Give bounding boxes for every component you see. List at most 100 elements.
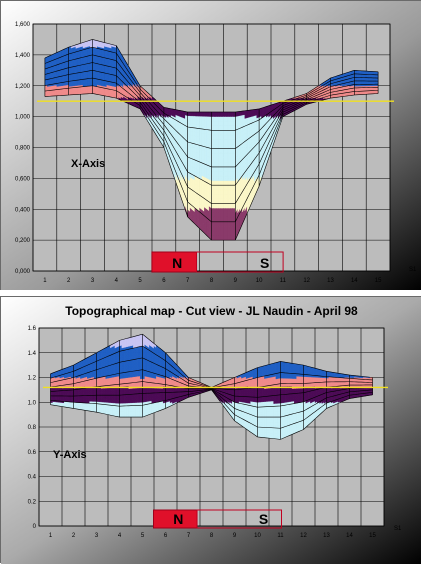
surface-cell	[124, 400, 126, 403]
surface-cell	[209, 134, 211, 139]
surface-cell	[188, 119, 190, 123]
surface-cell	[103, 397, 105, 399]
surface-cell	[214, 222, 216, 227]
y-tick-label: 0,000	[15, 269, 31, 275]
surface-cell	[212, 153, 214, 158]
surface-cell	[228, 144, 230, 149]
surface-cell	[101, 400, 103, 402]
surface-cell	[197, 116, 199, 120]
x-tick-label: 13	[327, 278, 334, 284]
surface-cell	[214, 121, 216, 126]
surface-cell	[192, 116, 194, 120]
x-tick-label: 13	[323, 533, 330, 539]
surface-cell	[195, 120, 197, 124]
surface-cell	[74, 399, 76, 401]
surface-cell	[223, 208, 225, 213]
surface-cell	[120, 412, 122, 415]
surface-cell	[228, 121, 230, 126]
surface-cell	[92, 399, 94, 401]
surface-cell	[212, 171, 214, 176]
surface-cell	[228, 162, 230, 167]
surface-cell	[216, 236, 218, 241]
surface-cell	[202, 133, 204, 138]
surface-cell	[226, 139, 228, 144]
surface-cell	[120, 409, 122, 412]
surface-cell	[110, 398, 112, 401]
surface-cell	[223, 144, 225, 149]
surface-cell	[106, 393, 108, 395]
surface-cell	[228, 117, 230, 122]
surface-cell	[223, 126, 225, 131]
surface-cell	[188, 134, 190, 138]
surface-cell	[223, 167, 225, 172]
surface-cell	[214, 226, 216, 231]
surface-cell	[223, 153, 225, 158]
surface-cell	[97, 395, 99, 397]
surface-cell	[200, 129, 202, 134]
surface-cell	[216, 162, 218, 167]
surface-cell	[108, 395, 110, 397]
surface-cell	[212, 135, 214, 140]
surface-cell	[192, 128, 194, 132]
surface-cell	[221, 121, 223, 126]
surface-cell	[197, 136, 199, 141]
y-tick-label: 1,000	[15, 115, 31, 121]
surface-cell	[83, 397, 85, 399]
surface-cell	[212, 213, 214, 218]
surface-cell	[197, 124, 199, 128]
surface-cell	[87, 397, 89, 399]
surface-cell	[113, 390, 115, 393]
surface-cell	[212, 126, 214, 131]
surface-cell	[83, 399, 85, 401]
surface-cell	[216, 135, 218, 140]
y-tick-label: 1,600	[15, 22, 31, 28]
surface-cell	[247, 114, 249, 118]
surface-cell	[223, 121, 225, 126]
surface-cell	[90, 397, 92, 399]
x-tick-label: 12	[303, 278, 310, 284]
y-tick-label: 0,600	[15, 176, 31, 182]
surface-cell	[216, 185, 218, 190]
surface-cell	[214, 213, 216, 218]
surface-cell	[195, 128, 197, 132]
surface-cell	[212, 144, 214, 149]
surface-cell	[202, 129, 204, 134]
surface-cell	[214, 190, 216, 195]
surface-cell	[233, 158, 235, 163]
surface-cell	[120, 403, 122, 406]
surface-cell	[219, 153, 221, 158]
surface-cell	[223, 231, 225, 236]
surface-cell	[221, 112, 223, 117]
surface-cell	[216, 126, 218, 131]
surface-cell	[231, 176, 233, 181]
surface-cell	[226, 149, 228, 154]
surface-cell	[212, 226, 214, 231]
surface-cell	[228, 135, 230, 140]
surface-cell	[223, 194, 225, 199]
surface-cell	[106, 388, 108, 391]
surface-cell	[122, 398, 124, 401]
surface-cell	[204, 112, 206, 116]
surface-cell	[223, 117, 225, 122]
surface-cell	[212, 130, 214, 135]
surface-cell	[240, 111, 242, 116]
surface-cell	[238, 111, 240, 116]
surface-cell	[214, 139, 216, 144]
surface-cell	[219, 185, 221, 190]
surface-cell	[212, 162, 214, 167]
surface-cell	[214, 167, 216, 172]
surface-cell	[214, 217, 216, 222]
surface-cell	[200, 112, 202, 116]
y-tick-label: 1.2	[28, 376, 37, 382]
surface-cell	[106, 398, 108, 400]
surface-cell	[212, 222, 214, 227]
surface-cell	[223, 190, 225, 195]
surface-cell	[231, 171, 233, 176]
surface-cell	[124, 389, 126, 392]
surface-cell	[219, 139, 221, 144]
surface-cell	[221, 176, 223, 181]
surface-cell	[214, 149, 216, 154]
surface-cell	[231, 226, 233, 231]
surface-cell	[87, 399, 89, 401]
surface-cell	[219, 190, 221, 195]
